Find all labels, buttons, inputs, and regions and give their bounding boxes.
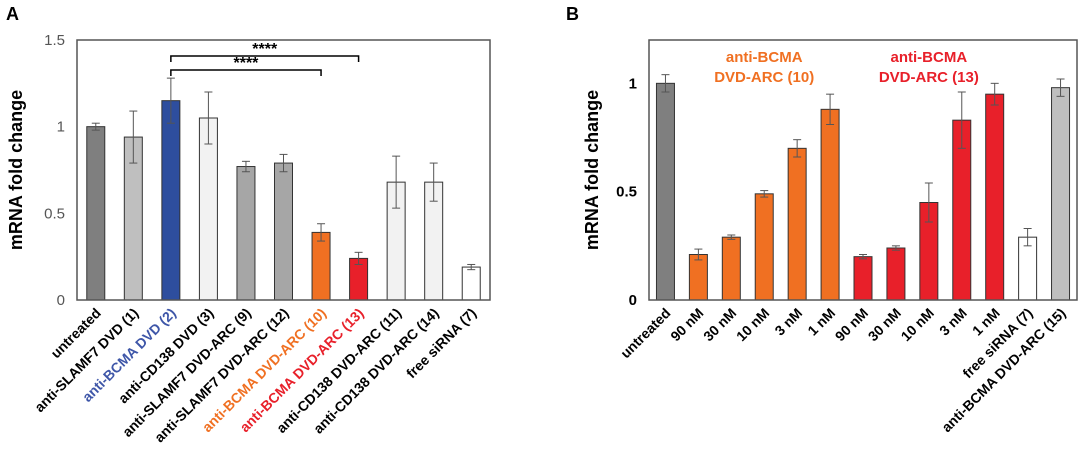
significance-label: ****: [252, 41, 278, 58]
plot-frame: [76, 39, 491, 301]
x-tick-label: 30 nM: [865, 305, 904, 344]
bar: [886, 247, 906, 301]
x-tick-label: 3 nM: [936, 305, 970, 339]
y-tick-label: 0: [629, 292, 637, 309]
y-tick-label: 0.5: [44, 205, 65, 222]
x-tick-label: 10 nM: [733, 305, 772, 344]
bar: [236, 166, 256, 301]
x-tick-label: 10 nM: [898, 305, 937, 344]
group-label: DVD-ARC (10): [714, 69, 814, 86]
bar: [985, 93, 1005, 301]
group-label: anti-BCMA: [726, 49, 803, 66]
y-tick-label: 1: [629, 75, 637, 92]
significance-bracket: [170, 55, 360, 62]
y-tick-label: 0: [57, 292, 65, 309]
bar: [721, 236, 741, 301]
panel-label-a: A: [6, 4, 19, 24]
significance-bracket: [170, 69, 322, 76]
group-label: anti-BCMA: [891, 49, 968, 66]
bar: [853, 256, 873, 301]
bar: [274, 162, 293, 301]
chart-a: mRNA fold change00.511.5untreatedanti-SL…: [6, 32, 491, 445]
bar: [161, 100, 181, 301]
bar: [754, 193, 774, 301]
x-tick-label: untreated: [617, 305, 673, 361]
significance-label: ****: [234, 55, 260, 72]
y-tick-label: 1: [57, 119, 65, 136]
panel-label-b: B: [566, 4, 579, 24]
bar: [820, 108, 840, 301]
bar: [86, 126, 106, 301]
y-tick-label: 0.5: [616, 184, 637, 201]
bar: [198, 117, 218, 301]
y-axis-label: mRNA fold change: [582, 90, 602, 250]
bar: [655, 82, 675, 301]
group-label: DVD-ARC (13): [879, 69, 979, 86]
bar: [688, 254, 708, 301]
bar: [1051, 87, 1071, 301]
bar: [461, 266, 481, 301]
x-tick-label: 90 nM: [832, 305, 871, 344]
y-tick-label: 1.5: [44, 32, 65, 49]
x-tick-label: 90 nM: [667, 305, 706, 344]
x-tick-label: 3 nM: [771, 305, 805, 339]
bar: [1018, 236, 1038, 301]
bar: [311, 231, 331, 301]
bar: [787, 147, 807, 301]
plot-frame: [648, 39, 1078, 301]
x-tick-label: 30 nM: [700, 305, 739, 344]
y-axis-label: mRNA fold change: [6, 90, 26, 250]
